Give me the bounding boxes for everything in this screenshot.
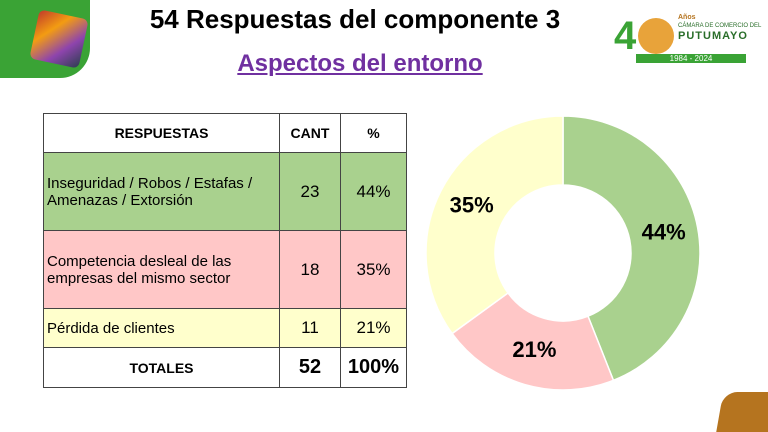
logo-text: 1984 - 2024	[636, 54, 746, 63]
table-row: Competencia desleal de las empresas del …	[43, 230, 407, 309]
count-cell: 11	[279, 308, 341, 348]
table-body: Inseguridad / Robos / Estafas / Amenazas…	[43, 152, 407, 348]
logo-mark: 4	[614, 14, 637, 58]
totals-count: 52	[279, 347, 341, 388]
data-label: 35%	[450, 192, 494, 217]
logo-text: Años	[678, 14, 696, 21]
subtitle: Aspectos del entorno	[237, 50, 483, 77]
logo-text: PUTUMAYO	[678, 30, 748, 42]
table-row: Pérdida de clientes 11 21%	[43, 308, 407, 348]
table-row: Inseguridad / Robos / Estafas / Amenazas…	[43, 152, 407, 231]
donut-slice	[425, 115, 564, 335]
donut-slice	[451, 291, 615, 391]
response-cell: Inseguridad / Robos / Estafas / Amenazas…	[43, 152, 280, 231]
percent-cell: 21%	[340, 308, 407, 348]
table-header: %	[340, 113, 407, 153]
table: RESPUESTAS CANT % Inseguridad / Robos / …	[43, 113, 407, 388]
totals-label: TOTALES	[43, 347, 280, 388]
data-label: 44%	[642, 220, 686, 245]
logo-mark	[638, 18, 674, 54]
table-header: CANT	[279, 113, 341, 153]
percent-cell: 35%	[340, 230, 407, 309]
percent-cell: 44%	[340, 152, 407, 231]
data-label: 21%	[512, 337, 556, 362]
donut-slice	[562, 115, 701, 382]
count-cell: 18	[279, 230, 341, 309]
title: 54 Respuestas del componente 3	[149, 4, 561, 34]
logo: 4 Años CÁMARA DE COMERCIO DEL PUTUMAYO 1…	[614, 14, 761, 64]
totals-percent: 100%	[340, 347, 407, 388]
logo-text: CÁMARA DE COMERCIO DEL	[678, 23, 762, 29]
